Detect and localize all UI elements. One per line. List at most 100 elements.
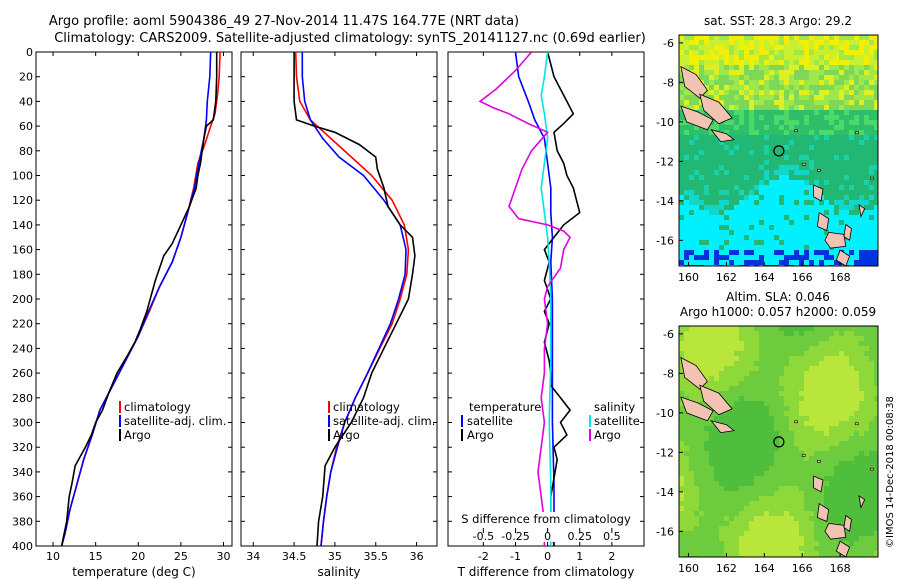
map-cell <box>729 511 734 516</box>
map-cell <box>799 506 804 511</box>
map-cell <box>849 326 854 331</box>
map-cell <box>809 65 814 70</box>
map-cell <box>759 60 764 65</box>
map-cell <box>684 436 689 441</box>
map-cell <box>694 466 699 471</box>
map-cell <box>814 436 819 441</box>
map-cell <box>814 110 819 115</box>
map-cell <box>854 70 859 75</box>
map-cell <box>749 170 754 175</box>
difference-x-ticks: -2 -1 0 1 2 <box>478 52 615 563</box>
map-cell <box>734 90 739 95</box>
map-cell <box>864 175 869 180</box>
map-cell <box>779 175 784 180</box>
island-shape <box>680 356 708 390</box>
map-cell <box>754 526 759 531</box>
map-cell <box>689 486 694 491</box>
map-cell <box>874 426 878 431</box>
map-cell <box>754 70 759 75</box>
map-cell <box>834 140 839 145</box>
map-cell <box>759 446 764 451</box>
map-cell <box>794 85 799 90</box>
map-cell <box>794 331 799 336</box>
map-cell <box>754 486 759 491</box>
map-cell <box>859 516 864 521</box>
map-cell <box>824 491 829 496</box>
map-cell <box>769 45 774 50</box>
map-cell <box>739 381 744 386</box>
map-cell <box>724 85 729 90</box>
map-cell <box>874 536 878 541</box>
map-cell <box>849 521 854 526</box>
map-cell <box>804 120 809 125</box>
map-cell <box>849 145 854 150</box>
map-cell <box>834 205 839 210</box>
map-cell <box>744 65 749 70</box>
map-cell <box>749 225 754 230</box>
map-cell <box>714 220 719 225</box>
map-cell <box>864 205 869 210</box>
map-cell <box>734 526 739 531</box>
map-cell <box>844 75 849 80</box>
map-cell <box>799 521 804 526</box>
map-cell <box>809 245 814 250</box>
map-cell <box>744 446 749 451</box>
map-cell <box>749 155 754 160</box>
map-cell <box>809 501 814 506</box>
map-cell <box>754 90 759 95</box>
map-cell <box>849 40 854 45</box>
map-cell <box>679 361 684 366</box>
map-cell <box>749 195 754 200</box>
map-cell <box>774 396 779 401</box>
map-cell <box>699 351 704 356</box>
y-tick-label: 120 <box>12 194 33 207</box>
map-cell <box>849 386 854 391</box>
map-cell <box>734 346 739 351</box>
map-cell <box>754 446 759 451</box>
map-cell <box>864 511 869 516</box>
map-cell <box>829 386 834 391</box>
map-cell <box>784 426 789 431</box>
map-cell <box>764 70 769 75</box>
map-cell <box>814 336 819 341</box>
map-cell <box>859 366 864 371</box>
map-cell <box>769 366 774 371</box>
map-cell <box>769 60 774 65</box>
map-cell <box>764 155 769 160</box>
map-cell <box>754 391 759 396</box>
map-cell <box>714 160 719 165</box>
map-cell <box>769 351 774 356</box>
map-cell <box>744 195 749 200</box>
map-cell <box>694 516 699 521</box>
map-cell <box>769 200 774 205</box>
map-x-tick-label: 166 <box>792 562 813 575</box>
map-cell <box>764 541 769 546</box>
map-cell <box>694 70 699 75</box>
map-cell <box>869 90 874 95</box>
map-cell <box>724 541 729 546</box>
map-cell <box>874 446 878 451</box>
map-cell <box>759 396 764 401</box>
map-cell <box>824 100 829 105</box>
map-cell <box>859 90 864 95</box>
map-cell <box>814 466 819 471</box>
map-cell <box>749 506 754 511</box>
map-cell <box>874 501 878 506</box>
map-cell <box>819 165 824 170</box>
map-cell <box>684 60 689 65</box>
map-cell <box>874 466 878 471</box>
map-cell <box>779 506 784 511</box>
map-cell <box>804 125 809 130</box>
map-cell <box>809 135 814 140</box>
map-cell <box>829 220 834 225</box>
map-cell <box>759 416 764 421</box>
map-cell <box>774 185 779 190</box>
map-cell <box>759 551 764 556</box>
map-cell <box>709 346 714 351</box>
map-cell <box>769 170 774 175</box>
map-cell <box>839 110 844 115</box>
map-cell <box>874 456 878 461</box>
map-cell <box>679 431 684 436</box>
map-cell <box>789 341 794 346</box>
map-cell <box>854 331 859 336</box>
